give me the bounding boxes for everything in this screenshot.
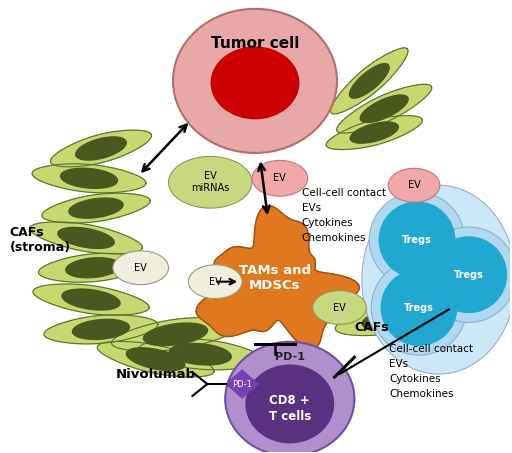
Text: Tregs: Tregs [404,303,434,313]
Ellipse shape [69,198,123,218]
Ellipse shape [313,291,366,324]
Text: EV: EV [273,173,286,183]
Ellipse shape [126,348,185,371]
Ellipse shape [362,185,512,374]
Polygon shape [97,342,214,377]
Polygon shape [112,318,240,351]
Ellipse shape [388,169,440,202]
Text: Cell-cell contact
EVs
Cytokines
Chemokines: Cell-cell contact EVs Cytokines Chemokin… [389,344,473,399]
Text: CAFs: CAFs [354,321,389,334]
Ellipse shape [188,265,242,299]
Ellipse shape [252,160,308,196]
Text: EV
miRNAs: EV miRNAs [191,172,229,193]
Circle shape [381,270,457,345]
Text: CD8 +: CD8 + [269,395,310,407]
Polygon shape [33,284,149,315]
Ellipse shape [60,168,118,188]
Text: TAMs and
MDSCs: TAMs and MDSCs [239,264,311,292]
Text: Tumor cell: Tumor cell [211,36,299,51]
Ellipse shape [113,251,168,284]
Polygon shape [196,206,359,349]
Text: PD-1: PD-1 [275,352,305,362]
Text: Nivolumab: Nivolumab [116,367,196,381]
Polygon shape [331,48,408,114]
Ellipse shape [211,47,298,119]
Ellipse shape [350,63,389,98]
Ellipse shape [66,258,120,278]
Polygon shape [42,193,150,223]
Ellipse shape [76,137,126,160]
Circle shape [431,237,506,313]
Ellipse shape [173,9,337,153]
Circle shape [421,227,512,323]
Polygon shape [38,253,147,282]
Ellipse shape [58,227,114,248]
Ellipse shape [62,289,120,310]
Polygon shape [44,315,158,344]
Circle shape [369,192,465,288]
Text: EV: EV [333,303,346,313]
Circle shape [371,260,467,355]
Polygon shape [226,370,258,398]
Ellipse shape [143,323,207,346]
Text: Tregs: Tregs [402,235,432,245]
Text: EV: EV [209,277,222,287]
Ellipse shape [362,309,416,330]
Polygon shape [30,222,142,254]
Text: Cell-cell contact
EVs
Cytokines
Chemokines: Cell-cell contact EVs Cytokines Chemokin… [302,188,386,243]
Polygon shape [51,130,152,167]
Text: EV: EV [134,263,147,273]
Polygon shape [337,84,432,133]
Ellipse shape [360,95,408,122]
Circle shape [379,202,455,278]
Polygon shape [32,164,146,193]
Text: PD-1: PD-1 [232,380,252,389]
Ellipse shape [169,343,231,365]
Text: CAFs
(stroma): CAFs (stroma) [10,226,71,254]
Polygon shape [335,304,443,336]
Polygon shape [326,116,422,149]
Text: T cells: T cells [269,410,311,423]
Text: Tregs: Tregs [454,270,484,280]
Text: EV: EV [408,180,420,190]
Ellipse shape [168,156,252,208]
Ellipse shape [225,342,354,453]
Polygon shape [138,339,262,370]
Ellipse shape [246,365,333,443]
Ellipse shape [73,319,130,339]
Ellipse shape [350,122,398,143]
